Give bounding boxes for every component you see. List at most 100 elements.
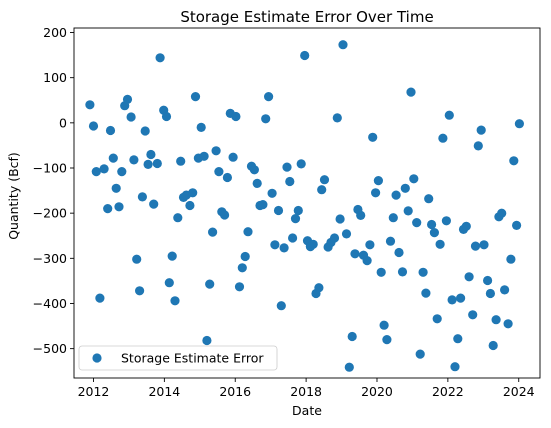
data-point — [117, 167, 127, 177]
data-point — [376, 267, 386, 277]
data-point — [211, 146, 221, 156]
data-point — [267, 188, 277, 198]
data-point — [497, 208, 507, 218]
data-point — [237, 263, 247, 273]
data-point — [314, 283, 324, 293]
data-point — [99, 164, 109, 174]
data-point — [105, 125, 116, 136]
data-point — [122, 94, 133, 104]
data-point — [126, 112, 136, 122]
data-point — [146, 149, 156, 160]
data-point — [199, 151, 209, 161]
data-point — [114, 202, 124, 212]
data-point — [329, 233, 340, 243]
data-point — [488, 340, 498, 351]
data-point — [470, 241, 481, 251]
y-tick-label: −200 — [33, 206, 67, 221]
data-point — [273, 205, 284, 216]
data-point — [424, 194, 434, 204]
data-point — [196, 122, 206, 132]
data-point — [429, 228, 439, 238]
data-point — [108, 153, 118, 163]
data-point — [214, 167, 224, 177]
axis-ticks: 2012 2014 2016 2018 2020 2022 2024 200 100 0 −100 −… — [33, 25, 535, 399]
data-point — [129, 155, 139, 165]
data-point — [397, 267, 408, 277]
data-point — [485, 288, 495, 299]
data-point — [188, 188, 198, 198]
data-point — [296, 159, 306, 169]
data-point — [234, 282, 245, 292]
data-point — [388, 213, 398, 223]
data-point — [282, 162, 292, 172]
data-point — [412, 218, 422, 228]
plot-frame — [73, 27, 541, 379]
data-point — [261, 114, 271, 124]
data-point — [362, 256, 372, 266]
x-tick-label: 2016 — [219, 384, 251, 399]
x-tick-label: 2018 — [290, 384, 322, 399]
data-point — [276, 301, 286, 311]
legend-marker — [92, 353, 102, 363]
data-point — [103, 204, 113, 214]
data-point — [173, 213, 183, 223]
y-tick-label: −300 — [33, 251, 67, 266]
data-point — [167, 251, 177, 261]
data-point — [91, 167, 101, 177]
data-point — [132, 254, 142, 264]
y-tick-label: 100 — [43, 70, 67, 85]
data-point — [143, 159, 153, 169]
data-point — [461, 221, 471, 231]
data-point — [347, 331, 357, 342]
data-point — [95, 293, 105, 303]
data-point — [365, 240, 375, 250]
data-point — [479, 240, 489, 250]
data-point — [176, 156, 186, 166]
data-point — [240, 251, 250, 262]
data-point — [453, 334, 463, 344]
data-point — [438, 133, 448, 143]
data-point — [421, 288, 431, 298]
data-point — [220, 210, 230, 220]
data-point — [483, 275, 493, 286]
data-point — [418, 267, 428, 277]
data-point — [243, 227, 253, 237]
data-point — [270, 240, 280, 250]
data-point — [379, 320, 389, 330]
legend: Storage Estimate Error — [78, 345, 278, 371]
data-point — [111, 183, 121, 193]
legend-box — [78, 345, 278, 371]
data-point — [252, 178, 262, 188]
y-axis-label: Quantity (Bcf) — [6, 152, 21, 240]
chart-title: Storage Estimate Error Over Time — [180, 8, 433, 26]
data-point — [185, 200, 195, 211]
data-point — [279, 243, 289, 253]
data-point — [190, 92, 201, 102]
data-point — [514, 119, 525, 129]
x-axis-label: Date — [292, 403, 322, 418]
data-point — [137, 192, 147, 202]
data-point — [228, 152, 238, 162]
data-point — [464, 272, 474, 282]
data-point — [371, 188, 381, 198]
data-point — [447, 295, 457, 305]
data-point — [164, 278, 174, 288]
data-point — [400, 183, 410, 193]
data-point — [149, 199, 159, 209]
y-tick-label: −100 — [33, 161, 67, 176]
data-point — [88, 121, 99, 131]
data-point — [319, 175, 330, 185]
data-point — [403, 206, 413, 216]
data-point — [285, 176, 295, 187]
x-tick-label: 2014 — [148, 384, 180, 399]
scatter-points — [85, 40, 525, 372]
data-point — [338, 40, 348, 50]
y-tick-label: −400 — [33, 296, 67, 311]
data-point — [444, 110, 454, 120]
data-point — [152, 158, 162, 169]
data-point — [222, 172, 232, 183]
x-tick-label: 2012 — [78, 384, 110, 399]
data-point — [202, 335, 212, 346]
